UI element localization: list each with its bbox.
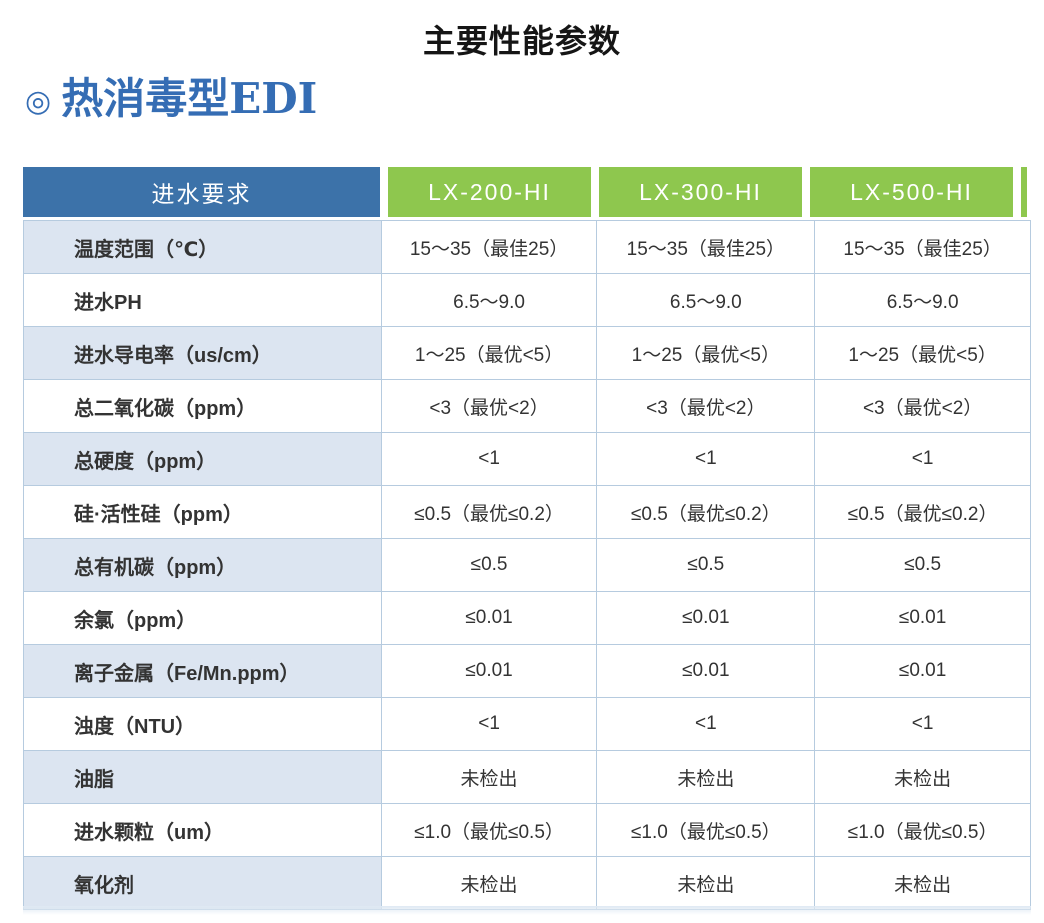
row-value-2: <1 [597,698,816,751]
row-label: 总硬度（ppm） [24,433,382,486]
row-label: 离子金属（Fe/Mn.ppm） [24,645,382,698]
row-value-2: 15～35（最佳25） [597,221,816,274]
header-model-lx-300-hi: LX-300-HI [599,167,802,217]
row-value-3: ≤0.01 [815,592,1031,645]
row-value-2: ≤1.0（最优≤0.5） [597,804,816,857]
row-value-1: ≤1.0（最优≤0.5） [381,804,598,857]
table-bottom-shadow [23,906,1031,915]
row-value-1: 未检出 [381,751,598,804]
row-value-3: 6.5～9.0 [815,274,1031,327]
row-value-2: 6.5～9.0 [597,274,816,327]
row-value-1: <1 [381,433,598,486]
row-value-2: ≤0.01 [597,645,816,698]
row-value-1: ≤0.5 [381,539,598,592]
row-label: 总二氧化碳（ppm） [24,380,382,433]
row-value-1: 15～35（最佳25） [381,221,598,274]
row-label: 油脂 [24,751,382,804]
row-value-2: <3（最优<2） [597,380,816,433]
page-title: 主要性能参数 [422,23,621,59]
table-row: 进水颗粒（um） ≤1.0（最优≤0.5） ≤1.0（最优≤0.5） ≤1.0（… [24,804,1031,857]
row-value-3: <1 [815,433,1031,486]
row-value-3: ≤0.01 [815,645,1031,698]
row-value-1: <1 [381,698,598,751]
double-circle-icon: ◎ [25,83,52,119]
row-value-3: 1～25（最优<5） [815,327,1031,380]
row-value-3: <3（最优<2） [815,380,1031,433]
row-value-2: ≤0.5（最优≤0.2） [597,486,816,539]
row-value-2: ≤0.5 [597,539,816,592]
row-value-3: 未检出 [815,857,1031,910]
table-row: 进水导电率（us/cm） 1～25（最优<5） 1～25（最优<5） 1～25（… [24,327,1031,380]
table-row: 进水PH 6.5～9.0 6.5～9.0 6.5～9.0 [24,274,1031,327]
header-feed-water-requirements: 进水要求 [23,167,380,217]
table-header-row: 进水要求 LX-200-HI LX-300-HI LX-500-HI [23,167,1031,217]
row-label: 进水导电率（us/cm） [24,327,382,380]
table-row: 总二氧化碳（ppm） <3（最优<2） <3（最优<2） <3（最优<2） [24,380,1031,433]
header-model-lx-500-hi: LX-500-HI [810,167,1013,217]
row-label: 进水PH [24,274,382,327]
table-row: 总硬度（ppm） <1 <1 <1 [24,433,1031,486]
table-row: 浊度（NTU） <1 <1 <1 [24,698,1031,751]
row-value-3: ≤0.5（最优≤0.2） [815,486,1031,539]
row-label: 总有机碳（ppm） [24,539,382,592]
row-value-2: ≤0.01 [597,592,816,645]
row-label: 余氯（ppm） [24,592,382,645]
row-value-3: ≤0.5 [815,539,1031,592]
row-value-1: 未检出 [381,857,598,910]
table-row: 油脂 未检出 未检出 未检出 [24,751,1031,804]
table-row: 离子金属（Fe/Mn.ppm） ≤0.01 ≤0.01 ≤0.01 [24,645,1031,698]
row-value-1: ≤0.5（最优≤0.2） [381,486,598,539]
row-value-1: <3（最优<2） [381,380,598,433]
table-row: 余氯（ppm） ≤0.01 ≤0.01 ≤0.01 [24,592,1031,645]
row-value-2: 未检出 [597,751,816,804]
row-label: 浊度（NTU） [24,698,382,751]
row-label: 温度范围（℃） [24,221,382,274]
section-title: 热消毒型EDI [61,74,318,123]
row-label: 进水颗粒（um） [24,804,382,857]
row-value-2: 1～25（最优<5） [597,327,816,380]
row-value-1: ≤0.01 [381,645,598,698]
table-row: 总有机碳（ppm） ≤0.5 ≤0.5 ≤0.5 [24,539,1031,592]
header-model-lx-200-hi: LX-200-HI [388,167,591,217]
row-value-3: ≤1.0（最优≤0.5） [815,804,1031,857]
table-row: 氧化剂 未检出 未检出 未检出 [24,857,1031,910]
row-value-1: ≤0.01 [381,592,598,645]
row-value-2: 未检出 [597,857,816,910]
row-value-3: <1 [815,698,1031,751]
table-body: 温度范围（℃） 15～35（最佳25） 15～35（最佳25） 15～35（最佳… [23,220,1031,910]
row-value-1: 6.5～9.0 [381,274,598,327]
row-value-2: <1 [597,433,816,486]
row-label: 硅·活性硅（ppm） [24,486,382,539]
table-row: 温度范围（℃） 15～35（最佳25） 15～35（最佳25） 15～35（最佳… [24,221,1031,274]
section-header: ◎ 热消毒型EDI [25,74,318,123]
row-label: 氧化剂 [24,857,382,910]
performance-table: 进水要求 LX-200-HI LX-300-HI LX-500-HI 温度范围（… [23,167,1031,910]
header-green-sliver [1021,167,1027,217]
row-value-3: 15～35（最佳25） [815,221,1031,274]
row-value-1: 1～25（最优<5） [381,327,598,380]
row-value-3: 未检出 [815,751,1031,804]
table-row: 硅·活性硅（ppm） ≤0.5（最优≤0.2） ≤0.5（最优≤0.2） ≤0.… [24,486,1031,539]
